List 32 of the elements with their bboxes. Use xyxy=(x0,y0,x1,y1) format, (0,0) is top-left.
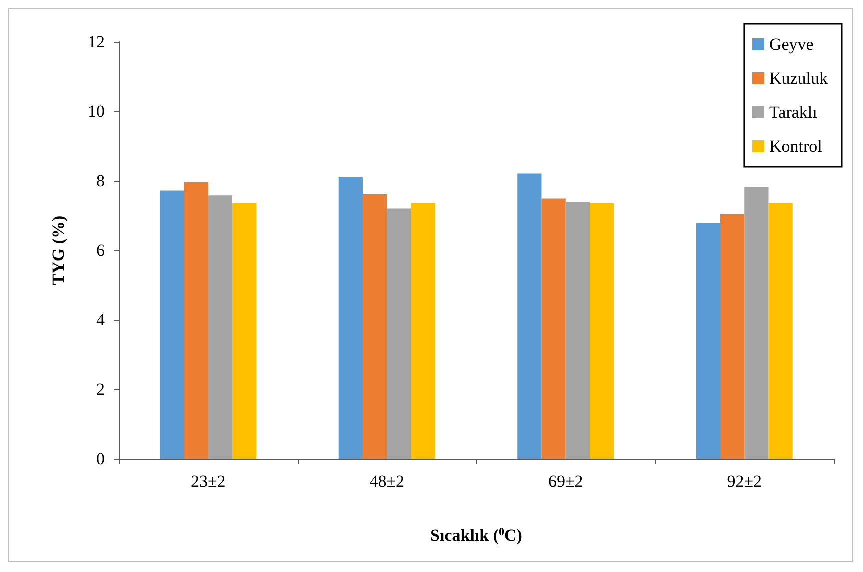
y-tick-label: 0 xyxy=(96,450,105,468)
bar xyxy=(768,203,793,459)
y-tick-label: 2 xyxy=(96,380,105,399)
bar xyxy=(566,202,590,459)
y-tick-label: 8 xyxy=(96,172,105,190)
bar xyxy=(387,208,412,459)
y-tick-label: 6 xyxy=(96,241,105,260)
bar xyxy=(542,198,566,459)
bar xyxy=(232,203,257,459)
legend-label: Geyve xyxy=(769,35,814,54)
bar xyxy=(590,203,614,459)
x-tick-label: 92±2 xyxy=(727,472,762,491)
bar xyxy=(518,174,542,459)
bar xyxy=(411,203,436,459)
legend-label: Taraklı xyxy=(769,103,818,122)
y-axis-title: TYG (%) xyxy=(49,216,68,286)
x-tick-label: 69±2 xyxy=(548,472,584,491)
x-tick-label: 23±2 xyxy=(190,472,226,491)
y-tick-label: 4 xyxy=(96,310,106,330)
bar xyxy=(744,187,769,459)
legend-label: Kontrol xyxy=(769,137,823,156)
x-tick-label: 48±2 xyxy=(370,472,405,491)
bar xyxy=(184,182,208,459)
bar xyxy=(720,214,745,459)
bar xyxy=(338,178,363,459)
y-tick-label: 10 xyxy=(88,102,105,121)
bar xyxy=(362,194,388,459)
bar xyxy=(160,190,184,459)
y-tick-label: 12 xyxy=(88,32,105,52)
legend-label: Kuzuluk xyxy=(769,69,828,88)
bar xyxy=(208,196,233,459)
bar xyxy=(696,223,720,459)
